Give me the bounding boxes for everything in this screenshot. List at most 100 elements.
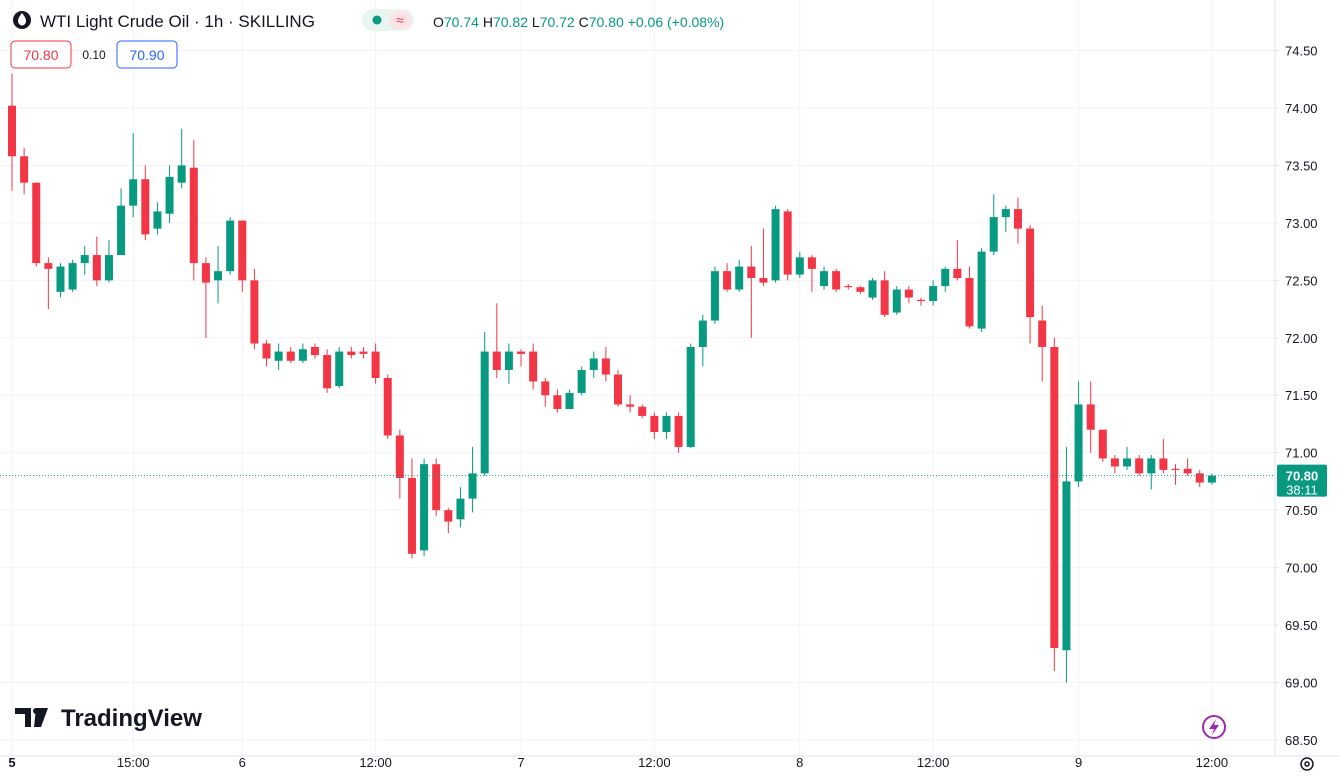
ohlc-key: H bbox=[483, 14, 493, 30]
candle-body bbox=[480, 351, 489, 474]
y-tick-label: 70.00 bbox=[1285, 561, 1318, 576]
candle-body bbox=[1159, 458, 1168, 470]
chart-title: WTI Light Crude Oil · 1h · SKILLING bbox=[40, 12, 315, 31]
candle-body bbox=[601, 358, 610, 375]
ohlc-change: +0.06 (+0.08%) bbox=[628, 14, 725, 30]
y-tick-label: 74.50 bbox=[1285, 44, 1318, 59]
axes: 68.50 69.00 69.50 70.00 70.50 71.00 71.50 72.00… bbox=[8, 44, 1327, 770]
y-tick-label: 73.00 bbox=[1285, 216, 1318, 231]
candle-body bbox=[250, 280, 259, 344]
ohlc-text: O70.74 H70.82 L70.72 C70.80 +0.06 (+0.08… bbox=[433, 14, 724, 30]
candle-body bbox=[141, 179, 150, 235]
candle-body bbox=[723, 271, 732, 290]
x-tick-label: 12:00 bbox=[638, 755, 671, 770]
y-tick-label: 72.00 bbox=[1285, 331, 1318, 346]
candle-body bbox=[1038, 320, 1047, 347]
x-tick-label: 15:00 bbox=[117, 755, 150, 770]
candle-body bbox=[311, 346, 319, 356]
candle-body bbox=[201, 263, 210, 283]
logo-dot bbox=[33, 708, 39, 714]
candle-body bbox=[662, 415, 671, 432]
candle-body bbox=[165, 176, 174, 214]
candle-body bbox=[977, 251, 986, 329]
candle-body bbox=[323, 355, 332, 389]
candle-body bbox=[710, 271, 719, 321]
candle-body bbox=[492, 351, 501, 370]
candle-body bbox=[650, 415, 659, 432]
candle-body bbox=[626, 404, 635, 407]
ohlc-key: L bbox=[532, 14, 540, 30]
candle-body bbox=[1013, 209, 1022, 229]
y-tick-label: 73.50 bbox=[1285, 158, 1318, 173]
ohlc-legend: O70.74 H70.82 L70.72 C70.80 +0.06 (+0.08… bbox=[433, 14, 724, 30]
candle-body bbox=[1050, 346, 1059, 648]
settings-button[interactable] bbox=[1300, 757, 1314, 771]
candle-body bbox=[686, 346, 695, 447]
last-price-label: 70.80 bbox=[1286, 469, 1319, 484]
candle-body bbox=[1086, 404, 1095, 430]
symbol-icon-drop bbox=[18, 13, 26, 26]
y-tick-label: 71.50 bbox=[1285, 388, 1318, 403]
grid bbox=[0, 0, 1275, 756]
ohlc-key: O bbox=[433, 14, 444, 30]
candle-body bbox=[347, 351, 356, 356]
x-tick-label: 9 bbox=[1075, 755, 1082, 770]
x-tick-label: 6 bbox=[239, 755, 246, 770]
candle-body bbox=[1135, 458, 1144, 474]
candle-body bbox=[383, 378, 392, 436]
bid-price: 70.80 bbox=[23, 47, 58, 63]
ask-price: 70.90 bbox=[129, 47, 164, 63]
candle-body bbox=[1147, 458, 1156, 474]
candle-body bbox=[20, 156, 29, 183]
candle-body bbox=[32, 182, 41, 264]
candle-body bbox=[286, 351, 295, 361]
candle-body bbox=[238, 220, 247, 281]
candle-body bbox=[1062, 481, 1071, 651]
candle-body bbox=[395, 435, 404, 478]
x-tick-label: 12:00 bbox=[359, 755, 392, 770]
candle-body bbox=[783, 211, 792, 275]
candle-body bbox=[989, 217, 998, 252]
candle-body bbox=[589, 358, 598, 370]
candle-body bbox=[880, 280, 889, 315]
candle-body bbox=[904, 289, 913, 298]
candle-body bbox=[929, 286, 938, 302]
candle-body bbox=[177, 165, 186, 183]
candle-body bbox=[8, 105, 16, 157]
candle-body bbox=[807, 257, 816, 269]
settings-icon bbox=[1304, 761, 1310, 767]
candle-body bbox=[553, 395, 562, 410]
ohlc-value: 70.74 bbox=[444, 14, 479, 30]
delay-indicator bbox=[389, 11, 412, 29]
candle-body bbox=[820, 271, 829, 287]
y-tick-label: 71.00 bbox=[1285, 446, 1318, 461]
y-tick-label: 69.00 bbox=[1285, 675, 1318, 690]
candle-body bbox=[541, 381, 550, 396]
candle-body bbox=[56, 266, 65, 292]
candle-body bbox=[747, 266, 756, 279]
ohlc-value: 70.72 bbox=[540, 14, 575, 30]
candle-body bbox=[92, 255, 101, 281]
ask-box[interactable] bbox=[116, 40, 178, 69]
candle-body bbox=[432, 464, 441, 511]
candle-body bbox=[917, 299, 925, 302]
candle-body bbox=[504, 351, 513, 370]
x-tick-label: 12:00 bbox=[917, 755, 950, 770]
candle-body bbox=[214, 271, 223, 281]
candle-body bbox=[456, 498, 465, 520]
candle-body bbox=[117, 205, 126, 256]
last-price-box bbox=[1277, 464, 1327, 497]
candle-body bbox=[529, 351, 538, 382]
candle-body bbox=[153, 211, 162, 229]
y-tick-label: 70.50 bbox=[1285, 503, 1318, 518]
lightning-button[interactable] bbox=[1202, 715, 1226, 739]
x-tick-label: 7 bbox=[517, 755, 524, 770]
candle-body bbox=[698, 320, 707, 347]
candle-body bbox=[759, 278, 768, 283]
bid-box[interactable] bbox=[10, 40, 72, 69]
candle-body bbox=[517, 351, 526, 354]
candle-body bbox=[1171, 468, 1180, 470]
candle-body bbox=[565, 392, 574, 410]
candle-body bbox=[1001, 209, 1010, 218]
